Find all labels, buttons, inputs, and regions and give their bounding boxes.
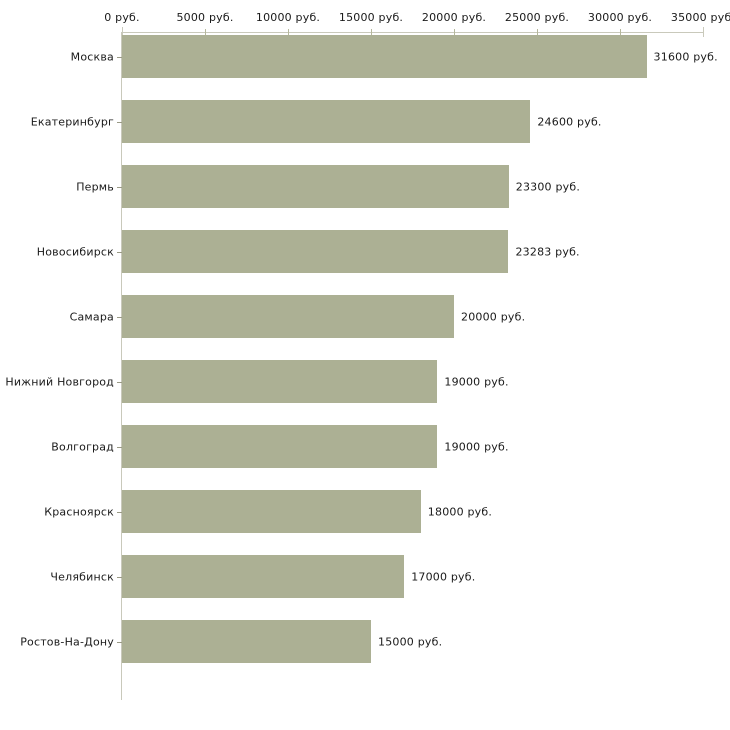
bar-value-label: 17000 руб. <box>411 570 476 583</box>
y-axis-line <box>121 32 122 700</box>
bar[interactable] <box>122 360 438 403</box>
y-axis-tick <box>117 446 122 448</box>
y-axis-tick <box>117 186 122 188</box>
category-label: Новосибирск <box>36 245 114 258</box>
y-axis-tick <box>117 576 122 578</box>
x-axis-tick <box>703 27 704 37</box>
category-label: Екатеринбург <box>30 115 114 128</box>
bar-value-label: 23300 руб. <box>515 180 581 193</box>
x-axis-tick <box>537 29 538 36</box>
category-label: Челябинск <box>50 570 114 583</box>
x-axis-tick-label: 0 руб. <box>104 11 140 24</box>
bar[interactable] <box>122 35 647 78</box>
bar[interactable] <box>122 165 509 208</box>
x-axis-tick <box>620 29 621 36</box>
bar-value-label: 23283 руб. <box>515 245 580 258</box>
bar-value-label: 19000 руб. <box>444 440 509 453</box>
x-axis-tick <box>454 29 455 36</box>
bar-value-label: 15000 руб. <box>378 635 443 648</box>
bar[interactable] <box>122 555 405 598</box>
bar[interactable] <box>122 425 438 468</box>
x-axis-line <box>122 32 703 33</box>
bar-value-label: 31600 руб. <box>653 50 718 63</box>
x-axis-tick-label: 25000 руб. <box>504 11 570 24</box>
category-label: Ростов-На-Дону <box>20 635 114 648</box>
x-axis-tick-label: 10000 руб. <box>255 11 321 24</box>
bar[interactable] <box>122 490 421 533</box>
x-axis-tick-label: 20000 руб. <box>421 11 487 24</box>
bar[interactable] <box>122 100 531 143</box>
x-axis-tick-label: 35000 руб. <box>670 11 730 24</box>
category-label: Волгоград <box>51 440 114 453</box>
y-axis-tick <box>117 56 122 58</box>
x-axis-tick <box>288 29 289 36</box>
x-axis-tick-label: 15000 руб. <box>338 11 404 24</box>
x-axis-tick <box>205 29 206 36</box>
bar-value-label: 20000 руб. <box>461 310 526 323</box>
bar[interactable] <box>122 230 509 273</box>
x-axis-tick <box>122 27 123 37</box>
category-label: Красноярск <box>44 505 114 518</box>
y-axis-tick <box>117 251 122 253</box>
x-axis-tick-label: 5000 руб. <box>176 11 234 24</box>
category-label: Нижний Новгород <box>5 375 114 388</box>
bar-value-label: 18000 руб. <box>427 505 493 518</box>
category-label: Пермь <box>76 180 114 193</box>
y-axis-tick <box>117 121 122 123</box>
bar[interactable] <box>122 620 371 663</box>
x-axis-tick <box>371 29 372 36</box>
y-axis-tick <box>117 381 122 383</box>
y-axis-tick <box>117 511 122 513</box>
y-axis-tick <box>117 641 122 643</box>
category-label: Самара <box>69 310 114 323</box>
y-axis-tick <box>117 316 122 318</box>
bar[interactable] <box>122 295 454 338</box>
x-axis-tick-label: 30000 руб. <box>587 11 653 24</box>
bar-value-label: 24600 руб. <box>537 115 602 128</box>
bar-value-label: 19000 руб. <box>444 375 509 388</box>
category-label: Москва <box>70 50 114 63</box>
